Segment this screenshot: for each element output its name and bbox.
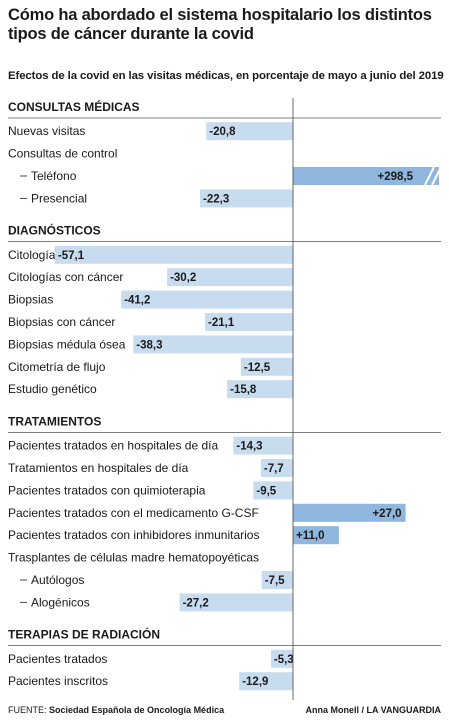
bar (54, 245, 293, 264)
value-label: -14,3 (236, 441, 262, 453)
bar (293, 526, 339, 545)
bar-label: Biopsias con cáncer (8, 315, 115, 329)
bar (227, 380, 293, 399)
bar (239, 672, 293, 691)
bar-label: Pacientes tratados en hospitales de día (8, 439, 218, 453)
value-label: -41,2 (124, 295, 150, 307)
bar (206, 122, 293, 141)
bar-label: Autólogos (31, 573, 84, 587)
bar (270, 649, 293, 668)
bar-chart: CONSULTAS MÉDICAS Nuevas visitas -20,8 Cons… (8, 98, 442, 700)
source-note: FUENTE: Sociedad Española de Oncología M… (8, 705, 224, 715)
bar-label: Biopsias (8, 293, 53, 307)
bar (121, 290, 293, 309)
bar-label: Estudio genético (8, 382, 97, 396)
bar (200, 189, 293, 208)
bar (260, 459, 293, 477)
value-label: -27,2 (183, 597, 209, 609)
value-label: -12,9 (242, 676, 268, 688)
bar (261, 571, 293, 589)
chart-title: Cómo ha abordado el sistema hospitalario… (8, 6, 432, 43)
bar-label: Nuevas visitas (8, 124, 85, 138)
section-title: TERAPIAS DE RADIACIÓN (8, 627, 160, 642)
value-label: -20,8 (209, 126, 236, 138)
value-label: +27,0 (372, 508, 401, 520)
bar-label: Presencial (31, 191, 87, 205)
value-label: -7,7 (264, 463, 284, 475)
bar-label: Citologías con cáncer (8, 270, 123, 284)
value-label: +298,5 (378, 171, 414, 183)
axis-break-mark (424, 166, 435, 186)
bar-label: Teléfono (31, 169, 77, 183)
bar-label: Pacientes inscritos (8, 674, 108, 688)
axis-break-mark (431, 166, 442, 186)
value-label: -21,1 (208, 317, 235, 329)
group-label: Consultas de control (8, 147, 117, 161)
value-label: -22,3 (203, 193, 229, 205)
chart-subtitle: Efectos de la covid en las visitas médic… (8, 70, 444, 82)
value-label: -15,8 (230, 384, 257, 396)
bar (240, 357, 293, 376)
value-label: +11,0 (296, 530, 324, 542)
credit: Anna Monell / LA VANGUARDIA (305, 705, 442, 715)
bar-label: Citometría de flujo (8, 360, 106, 374)
bar (233, 436, 293, 455)
section-title: TRATAMIENTOS (8, 414, 101, 428)
bar (293, 503, 406, 522)
value-label: -9,5 (256, 485, 276, 497)
source-label: FUENTE: (8, 705, 47, 715)
value-label: -38,3 (136, 339, 162, 351)
source-name: Sociedad Española de Oncología Médica (49, 705, 225, 715)
bar (179, 593, 293, 612)
value-label: -30,2 (170, 272, 196, 284)
value-label: -7,5 (265, 575, 285, 587)
bar (167, 268, 293, 287)
group-label: Trasplantes de células madre hematopoyét… (8, 551, 259, 565)
bar-label: Citologías (8, 248, 61, 262)
bar-label: Pacientes tratados (8, 652, 107, 666)
bar (205, 313, 293, 331)
bar (133, 335, 293, 354)
bar-label: Alogénicos (31, 595, 90, 609)
bar-label: Pacientes tratados con inhibidores inmun… (8, 528, 259, 542)
value-label: -57,1 (58, 250, 85, 262)
bar (253, 481, 293, 500)
bar-label: Pacientes tratados con el medicamento G-… (8, 506, 259, 520)
section-title: DIAGNÓSTICOS (8, 223, 101, 238)
bar (293, 167, 439, 185)
footer: FUENTE: Sociedad Española de Oncología M… (8, 705, 441, 715)
value-label: -5,3 (274, 654, 294, 666)
bar-label: Biopsias médula ósea (8, 337, 126, 351)
bar-label: Pacientes tratados con quimioterapia (8, 483, 206, 497)
bar-label: Tratamientos en hospitales de día (8, 461, 189, 475)
section-title: CONSULTAS MÉDICAS (8, 99, 140, 114)
value-label: -12,5 (244, 362, 271, 374)
